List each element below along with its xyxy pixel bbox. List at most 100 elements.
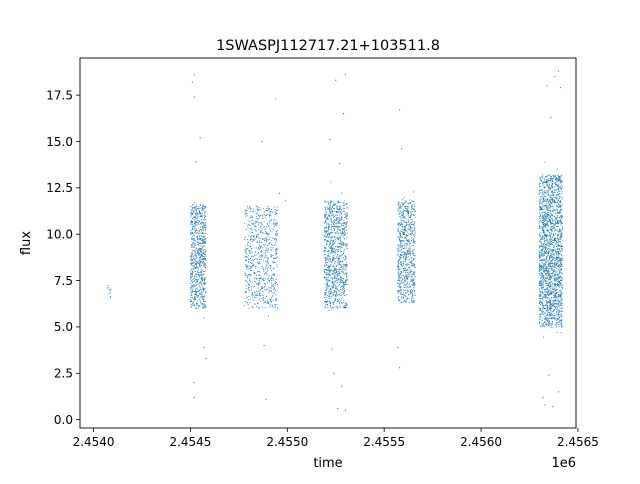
data-point — [398, 212, 400, 214]
data-point — [561, 226, 563, 228]
data-point — [195, 252, 197, 254]
data-point — [402, 271, 404, 273]
data-point — [205, 291, 207, 293]
data-point — [402, 275, 404, 277]
data-point — [398, 256, 400, 258]
data-point — [404, 243, 406, 245]
data-point — [548, 225, 550, 227]
data-point — [198, 290, 200, 292]
data-point — [272, 284, 274, 286]
data-point — [561, 216, 563, 219]
data-point — [548, 273, 550, 275]
data-point — [340, 217, 342, 219]
data-point — [543, 280, 545, 282]
data-point — [400, 263, 402, 265]
data-point — [270, 230, 272, 232]
data-point — [543, 181, 545, 183]
data-point — [543, 274, 545, 277]
data-point — [337, 221, 340, 223]
data-point — [552, 288, 554, 290]
data-point — [407, 278, 409, 280]
data-point — [342, 271, 344, 274]
data-point — [341, 223, 343, 225]
data-point — [323, 297, 325, 299]
data-point — [328, 265, 330, 268]
data-point — [556, 178, 558, 180]
data-point — [548, 174, 550, 176]
data-point — [408, 226, 410, 228]
data-point — [410, 215, 412, 217]
data-point — [554, 274, 556, 276]
data-point — [400, 241, 402, 243]
data-point — [263, 211, 265, 213]
data-point — [549, 174, 551, 176]
data-point — [341, 298, 343, 300]
data-point — [253, 299, 255, 301]
data-point — [325, 215, 327, 217]
data-point — [197, 281, 199, 283]
data-point — [195, 221, 198, 223]
data-point — [195, 268, 197, 270]
data-point — [556, 180, 558, 182]
data-point — [262, 267, 264, 269]
data-point — [336, 205, 338, 207]
data-point — [273, 257, 275, 259]
data-point — [249, 269, 252, 272]
data-point — [327, 307, 329, 309]
data-point — [339, 222, 341, 224]
data-point — [330, 307, 332, 309]
data-point — [544, 215, 546, 217]
data-point — [190, 222, 192, 224]
data-point — [539, 177, 541, 179]
data-point — [399, 259, 401, 261]
data-point — [276, 234, 278, 236]
data-point — [333, 285, 335, 287]
data-point — [551, 197, 553, 199]
data-point — [541, 202, 543, 204]
data-point — [252, 259, 254, 261]
data-point — [109, 296, 111, 298]
data-point — [551, 304, 553, 306]
data-point — [275, 278, 277, 280]
data-point — [540, 252, 542, 254]
data-point — [555, 279, 557, 281]
data-point — [409, 199, 411, 201]
data-point — [264, 301, 266, 304]
data-point — [399, 232, 401, 234]
data-point — [253, 236, 255, 238]
data-point — [335, 223, 337, 225]
data-point — [196, 224, 198, 226]
data-point — [263, 208, 265, 210]
data-point — [198, 223, 200, 225]
data-point — [340, 385, 343, 387]
data-point — [557, 189, 559, 191]
data-point — [558, 197, 560, 199]
data-point — [399, 208, 401, 210]
data-point — [272, 254, 274, 256]
data-point — [199, 305, 201, 307]
data-point — [561, 272, 563, 274]
data-point — [559, 294, 561, 296]
data-point — [552, 272, 554, 274]
data-point — [327, 295, 329, 297]
data-point — [546, 271, 548, 273]
data-point — [205, 255, 207, 257]
data-point — [195, 206, 197, 208]
data-point — [325, 221, 327, 223]
data-point — [560, 209, 562, 211]
data-point — [247, 248, 249, 250]
data-point — [201, 212, 203, 214]
data-point — [344, 74, 347, 76]
data-point — [201, 227, 204, 229]
data-point — [204, 242, 207, 244]
data-point — [408, 239, 410, 241]
data-point — [541, 207, 543, 209]
data-point — [553, 306, 555, 308]
data-point — [405, 237, 407, 239]
data-point — [190, 221, 192, 223]
data-point — [543, 218, 545, 220]
data-point — [556, 205, 558, 207]
data-point — [323, 222, 326, 224]
data-point — [405, 247, 407, 249]
data-point — [547, 246, 549, 248]
